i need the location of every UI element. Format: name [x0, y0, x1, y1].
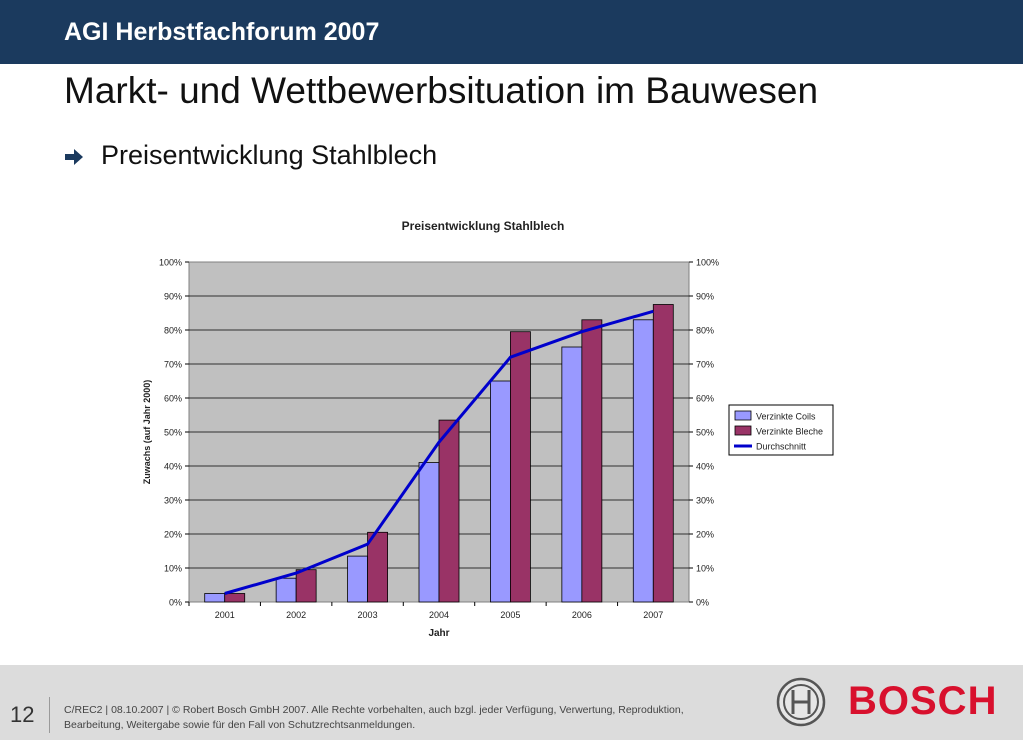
y2-tick-label: 0%: [696, 598, 709, 608]
x-tick-label: 2003: [358, 610, 378, 620]
x-tick-label: 2001: [215, 610, 235, 620]
y-tick-label: 30%: [164, 496, 182, 506]
bar-verzinkte-coils: [561, 346, 583, 603]
bar-verzinkte-coils: [632, 319, 654, 603]
x-tick-label: 2005: [500, 610, 520, 620]
x-tick-label: 2002: [286, 610, 306, 620]
x-tick-label: 2004: [429, 610, 449, 620]
y-axis-label: Zuwachs (auf Jahr 2000): [142, 380, 152, 485]
x-tick-label: 2006: [572, 610, 592, 620]
y2-tick-label: 90%: [696, 292, 714, 302]
bar-verzinkte-bleche: [581, 319, 603, 603]
legend-label: Verzinkte Coils: [756, 412, 816, 422]
header-bar: AGI Herbstfachforum 2007: [0, 0, 1023, 64]
y-tick-label: 60%: [164, 394, 182, 404]
bar-verzinkte-coils: [275, 577, 297, 603]
bullet-text: Preisentwicklung Stahlblech: [101, 140, 438, 170]
footer-bar: [0, 665, 1023, 740]
y-tick-label: 90%: [164, 292, 182, 302]
price-chart: Preisentwicklung Stahlblech 0% 0% 10% 10% 20%…: [142, 219, 834, 639]
bar-verzinkte-bleche: [438, 419, 460, 603]
bar-verzinkte-bleche: [652, 304, 674, 603]
bar-verzinkte-bleche: [510, 331, 531, 603]
chart-title: Preisentwicklung Stahlblech: [402, 219, 565, 233]
x-axis-label: Jahr: [428, 628, 449, 639]
y2-tick-label: 10%: [696, 564, 714, 574]
legend-label: Durchschnitt: [756, 442, 807, 452]
legend-label: Verzinkte Bleche: [756, 427, 823, 437]
y-tick-label: 50%: [164, 428, 182, 438]
legend-swatch: [734, 425, 752, 436]
bar-verzinkte-coils: [204, 593, 226, 603]
y-tick-label: 0%: [169, 598, 182, 608]
legend-swatch: [734, 410, 752, 421]
y2-tick-label: 60%: [696, 394, 714, 404]
y-tick-label: 20%: [164, 530, 182, 540]
y2-tick-label: 70%: [696, 360, 714, 370]
line-durchschnitt: [224, 309, 654, 595]
y2-tick-label: 80%: [696, 326, 714, 336]
y2-tick-label: 100%: [696, 258, 719, 268]
arrow-right-icon: [65, 149, 83, 165]
slide-title: Markt- und Wettbewerbsituation im Bauwes…: [64, 70, 819, 111]
y-tick-label: 100%: [159, 258, 182, 268]
y2-tick-label: 20%: [696, 530, 714, 540]
x-tick-label: 2007: [643, 610, 663, 620]
y-tick-label: 10%: [164, 564, 182, 574]
bosch-emblem-icon: [776, 677, 826, 727]
bar-verzinkte-bleche: [224, 593, 246, 603]
bar-verzinkte-bleche: [367, 531, 388, 603]
y2-tick-label: 50%: [696, 428, 714, 438]
y-tick-label: 80%: [164, 326, 182, 336]
bar-verzinkte-coils: [347, 555, 368, 603]
bar-verzinkte-bleche: [295, 569, 317, 603]
page-number: 12: [10, 702, 35, 727]
event-title: AGI Herbstfachforum 2007: [64, 18, 380, 46]
y2-tick-label: 40%: [696, 462, 714, 472]
bar-verzinkte-coils: [418, 462, 440, 603]
y2-tick-label: 30%: [696, 496, 714, 506]
footer-legal-text: C/REC2 | 08.10.2007 | © Robert Bosch Gmb…: [64, 704, 684, 731]
bosch-logo-text: BOSCH: [848, 679, 998, 723]
footer-divider: [49, 697, 50, 733]
bar-verzinkte-coils: [490, 380, 511, 603]
y-tick-label: 70%: [164, 360, 182, 370]
y-tick-label: 40%: [164, 462, 182, 472]
